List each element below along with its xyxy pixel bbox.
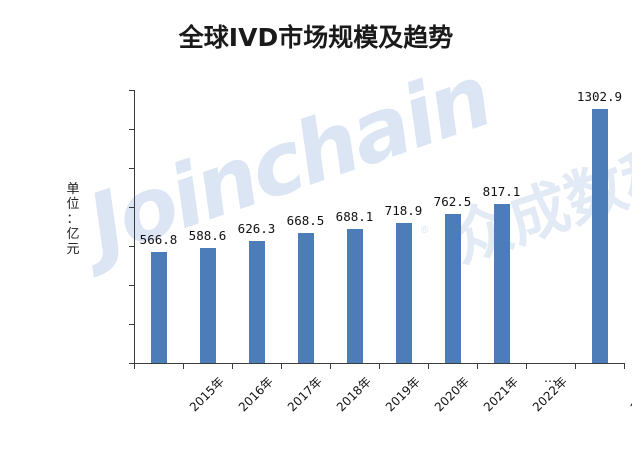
x-axis-label: 2017年 (284, 374, 325, 415)
bar[interactable] (297, 232, 314, 363)
y-axis-title-char: 位 (66, 197, 80, 212)
bar-data-label: 817.1 (482, 183, 521, 199)
bar[interactable] (591, 108, 608, 363)
x-axis-label: 2030年 (627, 374, 632, 415)
bar[interactable] (444, 214, 461, 363)
x-axis-label: 2015年 (186, 374, 227, 415)
x-axis-tick (477, 363, 478, 369)
y-axis-tick (129, 90, 134, 91)
x-axis-tick (281, 363, 282, 369)
y-axis-tick (129, 324, 134, 325)
bar-data-label: 626.3 (237, 220, 276, 236)
y-axis-title-char: ： (66, 212, 80, 227)
chart-title: 全球IVD市场规模及趋势 (178, 23, 454, 52)
y-axis-title-char: 亿 (66, 227, 80, 242)
x-axis-label: 2020年 (431, 374, 472, 415)
bar-data-label: 1302.9 (576, 88, 623, 104)
y-axis-title-char: 元 (66, 242, 80, 257)
x-axis-tick (183, 363, 184, 369)
bar-data-label: 588.6 (188, 228, 227, 244)
x-axis-label-ellipsis: … (544, 371, 557, 385)
y-axis-tick (129, 246, 134, 247)
y-axis-tick (129, 207, 134, 208)
bar-data-label: 688.1 (335, 208, 374, 224)
x-axis-label: 2019年 (382, 374, 423, 415)
x-axis-tick (232, 363, 233, 369)
y-axis-tick (129, 129, 134, 130)
bar[interactable] (248, 240, 265, 363)
x-axis-tick (134, 363, 135, 369)
bar-data-label: 668.5 (286, 212, 325, 228)
bar-data-label: 718.9 (384, 202, 423, 218)
x-axis-tick (575, 363, 576, 369)
x-axis-label: 2016年 (235, 374, 276, 415)
y-axis-tick (129, 363, 134, 364)
y-axis-title: 单位：亿元 (62, 182, 84, 257)
y-axis-tick (129, 168, 134, 169)
x-axis-tick (428, 363, 429, 369)
x-axis-tick (624, 363, 625, 369)
y-axis-title-char: 单 (66, 182, 80, 197)
bar[interactable] (199, 248, 216, 363)
bar[interactable] (493, 203, 510, 363)
y-axis-tick (129, 285, 134, 286)
bar[interactable] (395, 222, 412, 363)
x-axis-label: 2018年 (333, 374, 374, 415)
bar[interactable] (346, 228, 363, 363)
x-axis-tick (379, 363, 380, 369)
plot-area: 0200400600800100012001400 566.8588.6626.… (129, 89, 625, 369)
x-axis-tick (526, 363, 527, 369)
x-axis-tick (330, 363, 331, 369)
bar-data-label: 566.8 (139, 232, 178, 248)
bar[interactable] (150, 252, 167, 363)
y-axis-line (134, 90, 135, 363)
bar-data-label: 762.5 (433, 194, 472, 210)
x-axis-label: 2021年 (480, 374, 521, 415)
